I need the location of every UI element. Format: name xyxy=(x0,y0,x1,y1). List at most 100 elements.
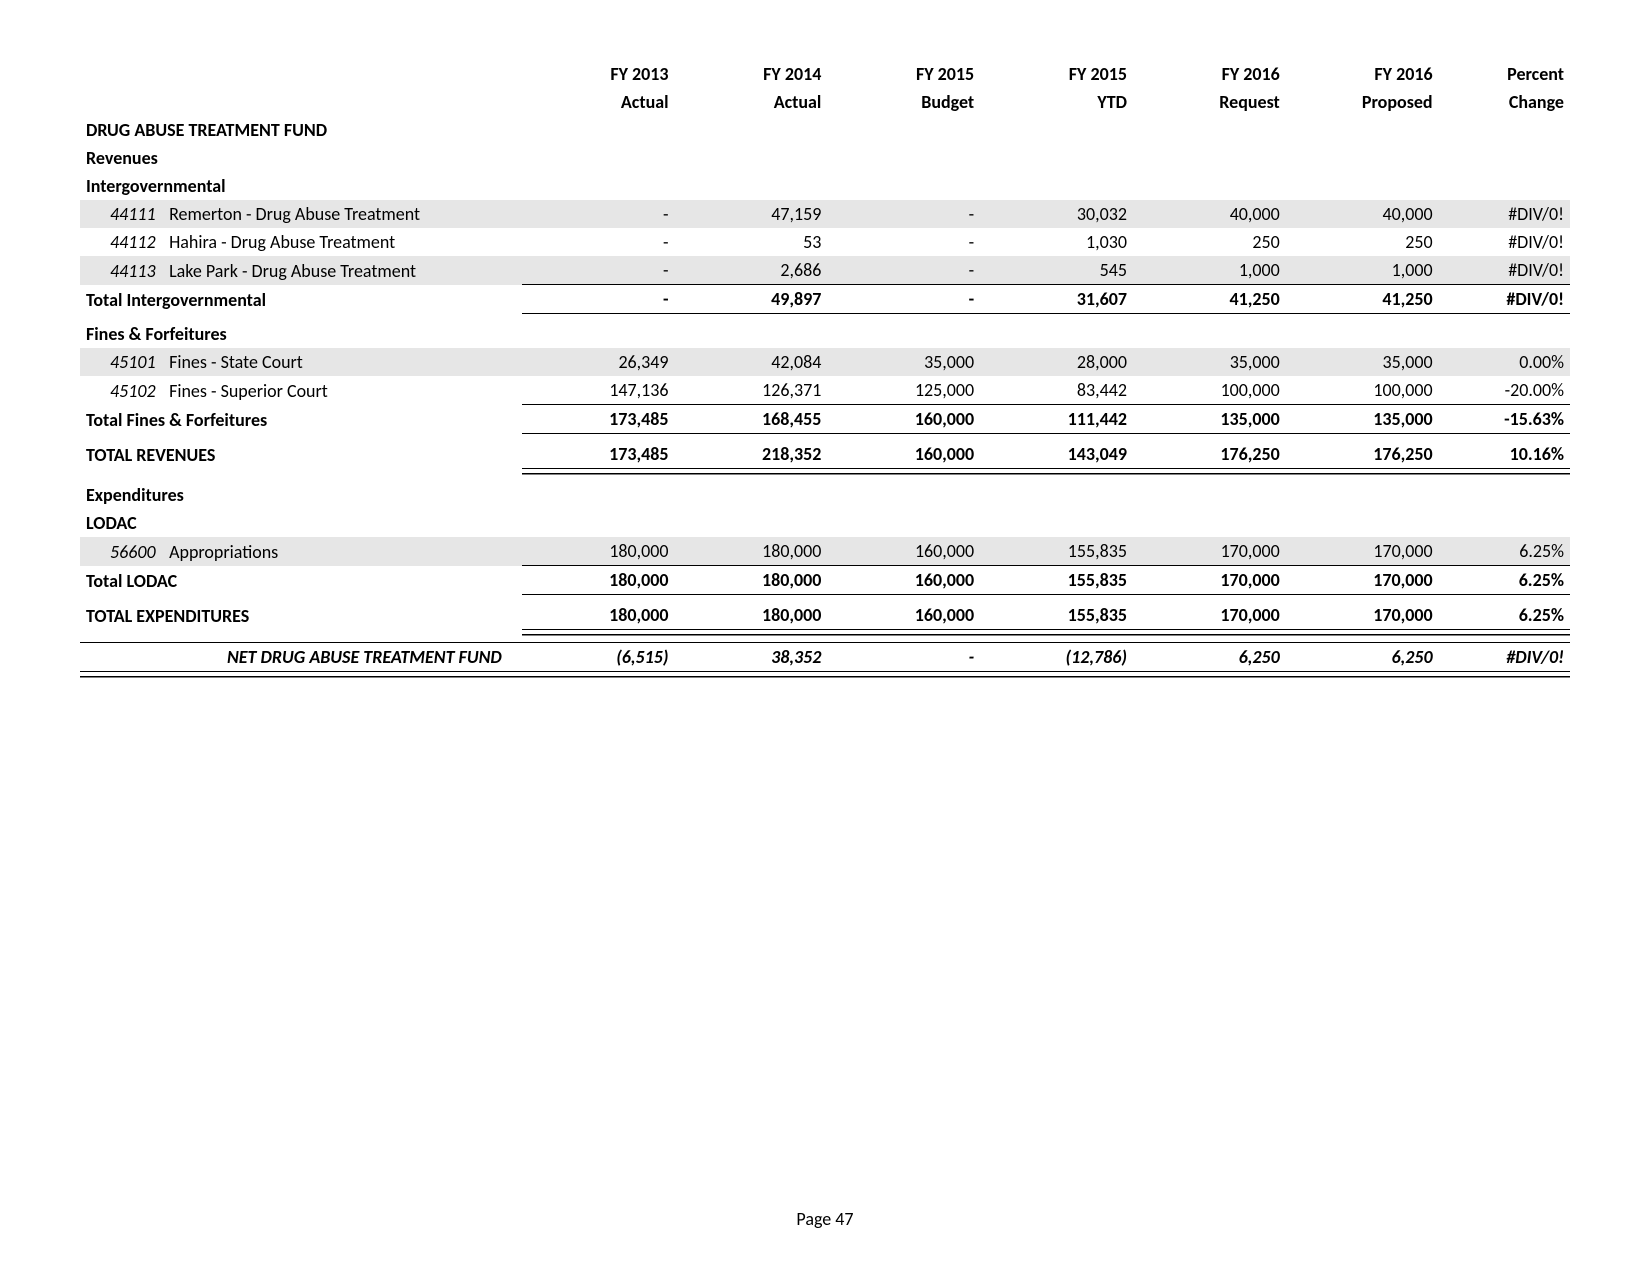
cell: 0.00% xyxy=(1439,348,1570,376)
cell: 35,000 xyxy=(827,348,980,376)
total-revenues-row: TOTAL REVENUES 173,485 218,352 160,000 1… xyxy=(80,440,1570,469)
cell: 2,686 xyxy=(675,256,828,285)
cell: 180,000 xyxy=(522,566,675,595)
cell: 135,000 xyxy=(1286,405,1439,434)
cell: 41,250 xyxy=(1133,285,1286,314)
cell: 173,485 xyxy=(522,440,675,469)
cell: 170,000 xyxy=(1133,566,1286,595)
col-subheader: Proposed xyxy=(1286,88,1439,116)
header-row-1: FY 2013 FY 2014 FY 2015 FY 2015 FY 2016 … xyxy=(80,60,1570,88)
line-item-label: 45102 Fines - Superior Court xyxy=(80,376,522,405)
fines-total-row: Total Fines & Forfeitures 173,485 168,45… xyxy=(80,405,1570,434)
cell: 173,485 xyxy=(522,405,675,434)
col-header: FY 2015 xyxy=(827,60,980,88)
cell: 180,000 xyxy=(675,601,828,630)
cell: 160,000 xyxy=(827,537,980,566)
cell: 168,455 xyxy=(675,405,828,434)
cell: 126,371 xyxy=(675,376,828,405)
cell: #DIV/0! xyxy=(1439,643,1570,672)
cell: 1,030 xyxy=(980,228,1133,256)
fund-title-row: DRUG ABUSE TREATMENT FUND xyxy=(80,116,1570,144)
cell: 170,000 xyxy=(1133,601,1286,630)
cell: 6,250 xyxy=(1133,643,1286,672)
cell: - xyxy=(522,256,675,285)
line-item-label: 45101 Fines - State Court xyxy=(80,348,522,376)
cell: 53 xyxy=(675,228,828,256)
line-item-label: 44113 Lake Park - Drug Abuse Treatment xyxy=(80,256,522,285)
col-header: FY 2013 xyxy=(522,60,675,88)
cell: #DIV/0! xyxy=(1439,200,1570,228)
cell: -15.63% xyxy=(1439,405,1570,434)
page-footer: Page 47 xyxy=(0,1208,1650,1230)
revenues-heading: Revenues xyxy=(80,144,522,172)
subtotal-label: Total Intergovernmental xyxy=(80,285,522,314)
cell: 83,442 xyxy=(980,376,1133,405)
cell: 28,000 xyxy=(980,348,1133,376)
cell: 180,000 xyxy=(675,566,828,595)
cell: 155,835 xyxy=(980,601,1133,630)
budget-table: FY 2013 FY 2014 FY 2015 FY 2015 FY 2016 … xyxy=(80,60,1570,672)
table-row: 44111 Remerton - Drug Abuse Treatment - … xyxy=(80,200,1570,228)
cell: 180,000 xyxy=(675,537,828,566)
col-header: Percent xyxy=(1439,60,1570,88)
fines-heading: Fines & Forfeitures xyxy=(80,320,522,348)
cell: 111,442 xyxy=(980,405,1133,434)
cell: - xyxy=(522,285,675,314)
table-row: 44112 Hahira - Drug Abuse Treatment - 53… xyxy=(80,228,1570,256)
col-subheader: Change xyxy=(1439,88,1570,116)
cell: 545 xyxy=(980,256,1133,285)
cell: 31,607 xyxy=(980,285,1133,314)
col-header: FY 2015 xyxy=(980,60,1133,88)
total-revenues-label: TOTAL REVENUES xyxy=(80,440,522,469)
cell: 250 xyxy=(1286,228,1439,256)
intergov-heading-row: Intergovernmental xyxy=(80,172,1570,200)
cell: 160,000 xyxy=(827,601,980,630)
cell: (6,515) xyxy=(522,643,675,672)
revenues-heading-row: Revenues xyxy=(80,144,1570,172)
cell: #DIV/0! xyxy=(1439,228,1570,256)
cell: 40,000 xyxy=(1286,200,1439,228)
fund-title: DRUG ABUSE TREATMENT FUND xyxy=(80,116,522,144)
col-subheader: Request xyxy=(1133,88,1286,116)
cell: -20.00% xyxy=(1439,376,1570,405)
cell: 155,835 xyxy=(980,566,1133,595)
cell: 176,250 xyxy=(1286,440,1439,469)
cell: - xyxy=(827,200,980,228)
cell: 6.25% xyxy=(1439,537,1570,566)
cell: 155,835 xyxy=(980,537,1133,566)
line-item-label: 44112 Hahira - Drug Abuse Treatment xyxy=(80,228,522,256)
lodac-heading-row: LODAC xyxy=(80,509,1570,537)
cell: - xyxy=(522,200,675,228)
cell: 49,897 xyxy=(675,285,828,314)
cell: 250 xyxy=(1133,228,1286,256)
total-expenditures-row: TOTAL EXPENDITURES 180,000 180,000 160,0… xyxy=(80,601,1570,630)
lodac-total-row: Total LODAC 180,000 180,000 160,000 155,… xyxy=(80,566,1570,595)
cell: 6,250 xyxy=(1286,643,1439,672)
intergov-total-row: Total Intergovernmental - 49,897 - 31,60… xyxy=(80,285,1570,314)
cell: 180,000 xyxy=(522,537,675,566)
table-row: 44113 Lake Park - Drug Abuse Treatment -… xyxy=(80,256,1570,285)
cell: 170,000 xyxy=(1133,537,1286,566)
subtotal-label: Total LODAC xyxy=(80,566,522,595)
col-header: FY 2014 xyxy=(675,60,828,88)
cell: 160,000 xyxy=(827,405,980,434)
cell: - xyxy=(827,285,980,314)
line-item-label: 56600 Appropriations xyxy=(80,537,522,566)
cell: 26,349 xyxy=(522,348,675,376)
cell: 147,136 xyxy=(522,376,675,405)
cell: 42,084 xyxy=(675,348,828,376)
cell: 38,352 xyxy=(675,643,828,672)
subtotal-label: Total Fines & Forfeitures xyxy=(80,405,522,434)
expenditures-heading-row: Expenditures xyxy=(80,481,1570,509)
total-expenditures-label: TOTAL EXPENDITURES xyxy=(80,601,522,630)
cell: 47,159 xyxy=(675,200,828,228)
col-header: FY 2016 xyxy=(1286,60,1439,88)
lodac-heading: LODAC xyxy=(80,509,522,537)
cell: 170,000 xyxy=(1286,566,1439,595)
cell: 135,000 xyxy=(1133,405,1286,434)
cell: #DIV/0! xyxy=(1439,285,1570,314)
cell: (12,786) xyxy=(980,643,1133,672)
cell: 143,049 xyxy=(980,440,1133,469)
cell: 6.25% xyxy=(1439,601,1570,630)
cell: 30,032 xyxy=(980,200,1133,228)
